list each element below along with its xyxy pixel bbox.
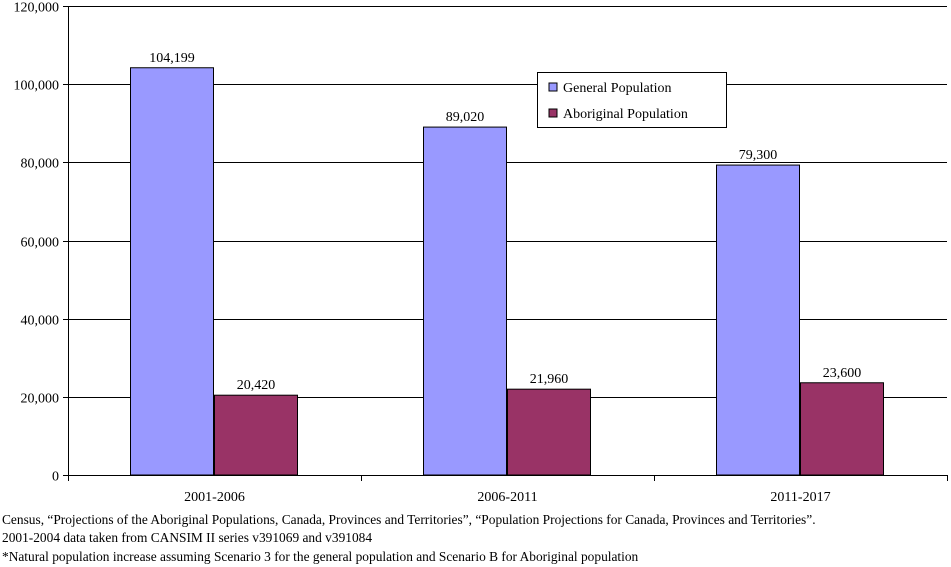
y-tick-label: 40,000 <box>21 314 60 329</box>
y-axis-ticks: 0 20,000 40,000 60,000 80,000 100,000 120,000 <box>14 1 68 485</box>
bar-general-2006-2011 <box>423 126 507 476</box>
axes <box>68 6 947 476</box>
data-label: 23,600 <box>823 366 862 381</box>
bars <box>130 67 884 476</box>
x-tick-label: 2006-2011 <box>477 490 537 505</box>
y-tick-label: 0 <box>52 470 59 485</box>
bar-aboriginal-2001-2006 <box>214 394 298 476</box>
bar-aboriginal-2006-2011 <box>507 388 591 476</box>
legend-label: Aboriginal Population <box>563 107 688 122</box>
y-tick-label: 60,000 <box>21 236 60 251</box>
bar-general-2011-2017 <box>716 164 800 476</box>
bar-aboriginal-2011-2017 <box>800 382 884 476</box>
source-note: Census, “Projections of the Aboriginal P… <box>2 512 816 527</box>
data-label: 20,420 <box>237 378 276 393</box>
y-tick-label: 120,000 <box>14 1 60 16</box>
bar-chart: 020,00040,00060,00080,000100,000120,000 … <box>14 1 948 505</box>
footnote: *Natural population increase assuming Sc… <box>2 549 639 564</box>
data-label: 79,300 <box>739 148 778 163</box>
legend: General Population Aboriginal Population <box>537 72 727 128</box>
y-tick-label: 100,000 <box>14 79 60 94</box>
data-label: 104,199 <box>149 51 195 66</box>
data-source-note: 2001-2004 data taken from CANSIM II seri… <box>2 530 373 545</box>
legend-box <box>537 72 727 128</box>
y-tick-label: 80,000 <box>21 157 60 172</box>
x-axis-ticks: 2001-2006 2006-2011 2011-2017 <box>68 475 948 505</box>
x-tick-label: 2001-2006 <box>184 490 245 505</box>
legend-swatch <box>548 82 558 92</box>
data-label: 21,960 <box>530 372 569 387</box>
bar-general-2001-2006 <box>130 67 214 476</box>
data-label: 89,020 <box>446 110 485 125</box>
legend-swatch <box>548 108 558 118</box>
legend-label: General Population <box>563 81 671 96</box>
data-labels: 104,199 20,420 89,020 21,960 79,300 23,600 <box>149 51 861 393</box>
x-tick-label: 2011-2017 <box>770 490 830 505</box>
y-tick-label: 20,000 <box>21 392 60 407</box>
